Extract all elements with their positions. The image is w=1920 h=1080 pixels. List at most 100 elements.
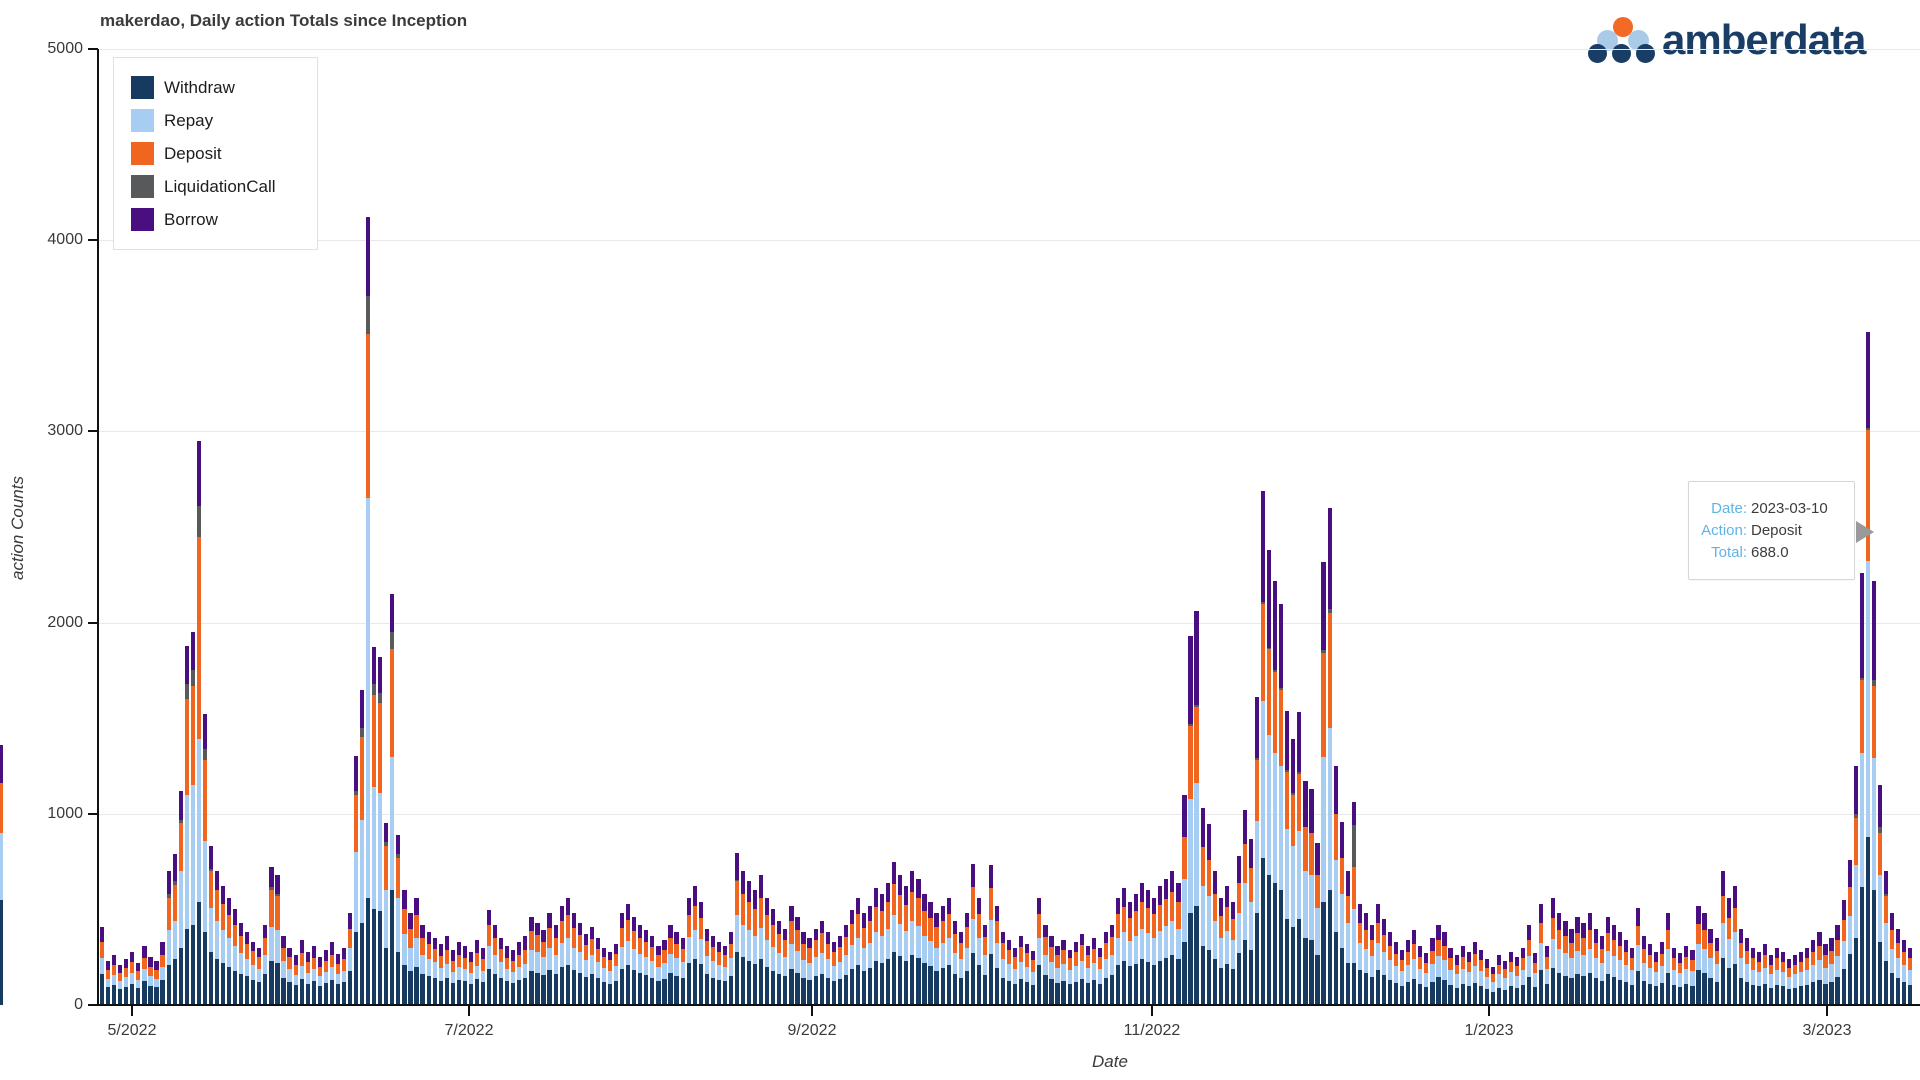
bar-234[interactable] — [1514, 957, 1520, 1005]
bar-213[interactable] — [1387, 932, 1393, 1005]
bar-181[interactable] — [1194, 611, 1199, 1005]
bar-105[interactable] — [734, 853, 740, 1005]
bar-52[interactable] — [414, 898, 419, 1005]
bar-287[interactable] — [1835, 924, 1840, 1005]
bar-108[interactable] — [753, 890, 758, 1005]
bar-19[interactable] — [214, 871, 220, 1005]
bar-93[interactable] — [662, 940, 667, 1005]
bar-155[interactable] — [1037, 897, 1042, 1005]
bar-16[interactable] — [196, 441, 201, 1005]
bar-204[interactable] — [1333, 765, 1338, 1005]
bar-197[interactable] — [1291, 739, 1296, 1005]
bar-143[interactable] — [964, 913, 969, 1005]
bar-84[interactable] — [607, 951, 613, 1005]
bar-228[interactable] — [1478, 949, 1483, 1005]
bar-214[interactable] — [1394, 941, 1399, 1005]
bar-298[interactable] — [1901, 940, 1907, 1005]
bar-72[interactable] — [535, 922, 540, 1005]
bar-224[interactable] — [1454, 955, 1459, 1005]
bar-116[interactable] — [801, 932, 806, 1005]
bar-223[interactable] — [1448, 947, 1453, 1005]
bar-159[interactable] — [1061, 940, 1066, 1005]
bar-90[interactable] — [644, 930, 649, 1005]
bar-7[interactable] — [142, 945, 147, 1005]
bar-29[interactable] — [275, 875, 280, 1005]
bar-161[interactable] — [1073, 941, 1078, 1005]
bar-276[interactable] — [1768, 955, 1774, 1005]
bar-28[interactable] — [269, 867, 274, 1005]
bar-189[interactable] — [1242, 810, 1248, 1005]
bar-100[interactable] — [704, 928, 709, 1005]
bar-151[interactable] — [1013, 947, 1018, 1005]
bar-193[interactable] — [1267, 550, 1272, 1005]
bar-268[interactable] — [1720, 871, 1725, 1005]
bar-67[interactable] — [505, 945, 510, 1005]
bar-154[interactable] — [1031, 951, 1036, 1005]
bar-126[interactable] — [861, 913, 867, 1005]
bar-20[interactable] — [220, 886, 226, 1005]
bar-53[interactable] — [420, 924, 425, 1005]
bar-278[interactable] — [1781, 951, 1786, 1005]
bar-272[interactable] — [1744, 938, 1749, 1005]
bar-285[interactable] — [1823, 943, 1828, 1005]
bar-77[interactable] — [565, 897, 570, 1005]
bar-235[interactable] — [1521, 947, 1526, 1005]
bar-38[interactable] — [329, 942, 334, 1005]
bar-124[interactable] — [849, 909, 854, 1005]
bar-0[interactable] — [100, 926, 105, 1005]
bar-187[interactable] — [1230, 901, 1235, 1005]
bar-173[interactable] — [1146, 890, 1151, 1005]
bar-150[interactable] — [1007, 940, 1012, 1005]
bar-109[interactable] — [759, 875, 764, 1005]
bar-2[interactable] — [112, 955, 117, 1005]
bar-152[interactable] — [1019, 936, 1024, 1005]
bar-32[interactable] — [293, 955, 298, 1005]
bar-160[interactable] — [1067, 949, 1072, 1005]
bar-250[interactable] — [1611, 924, 1616, 1005]
bar-112[interactable] — [777, 920, 782, 1005]
bar-95[interactable] — [674, 932, 679, 1005]
bar-31[interactable] — [287, 947, 292, 1005]
bar-227[interactable] — [1472, 941, 1477, 1005]
bar-118[interactable] — [813, 928, 818, 1005]
bar-25[interactable] — [251, 941, 256, 1005]
bar-99[interactable] — [698, 901, 703, 1005]
bar-200[interactable] — [1309, 788, 1314, 1005]
bar-146[interactable] — [982, 924, 988, 1005]
bar-171[interactable] — [1134, 894, 1139, 1005]
bar-190[interactable] — [1248, 838, 1254, 1005]
bar-249[interactable] — [1605, 917, 1610, 1005]
bar-147[interactable] — [988, 865, 994, 1005]
bar-184[interactable] — [1212, 871, 1217, 1005]
bar-217[interactable] — [1412, 930, 1417, 1005]
legend-item-withdraw[interactable]: Withdraw — [131, 71, 317, 104]
bar-264[interactable] — [1696, 905, 1701, 1005]
bar-141[interactable] — [952, 921, 957, 1005]
bar-178[interactable] — [1176, 882, 1181, 1005]
bar-157[interactable] — [1049, 936, 1054, 1005]
bar-158[interactable] — [1055, 945, 1060, 1005]
bar-15[interactable] — [190, 632, 195, 1005]
bar-74[interactable] — [547, 913, 552, 1005]
bar-43[interactable] — [360, 689, 365, 1005]
bar-284[interactable] — [1817, 932, 1822, 1005]
bar-221[interactable] — [1436, 924, 1441, 1005]
bar-3[interactable] — [118, 964, 123, 1005]
bar-192[interactable] — [1261, 490, 1266, 1005]
bar-260[interactable] — [1672, 947, 1677, 1005]
clipped-edge-bar[interactable] — [0, 745, 3, 1005]
bar-110[interactable] — [765, 897, 770, 1005]
bar-39[interactable] — [335, 953, 341, 1005]
bar-98[interactable] — [692, 886, 697, 1005]
bar-127[interactable] — [867, 905, 873, 1005]
bar-239[interactable] — [1545, 945, 1550, 1005]
bar-104[interactable] — [728, 932, 734, 1005]
bar-236[interactable] — [1527, 924, 1532, 1005]
bar-218[interactable] — [1418, 945, 1423, 1005]
bar-85[interactable] — [613, 943, 619, 1005]
bar-194[interactable] — [1273, 580, 1278, 1005]
bar-292[interactable] — [1865, 332, 1870, 1005]
legend-item-repay[interactable]: Repay — [131, 104, 317, 137]
bar-136[interactable] — [922, 894, 927, 1005]
legend-item-borrow[interactable]: Borrow — [131, 203, 317, 236]
